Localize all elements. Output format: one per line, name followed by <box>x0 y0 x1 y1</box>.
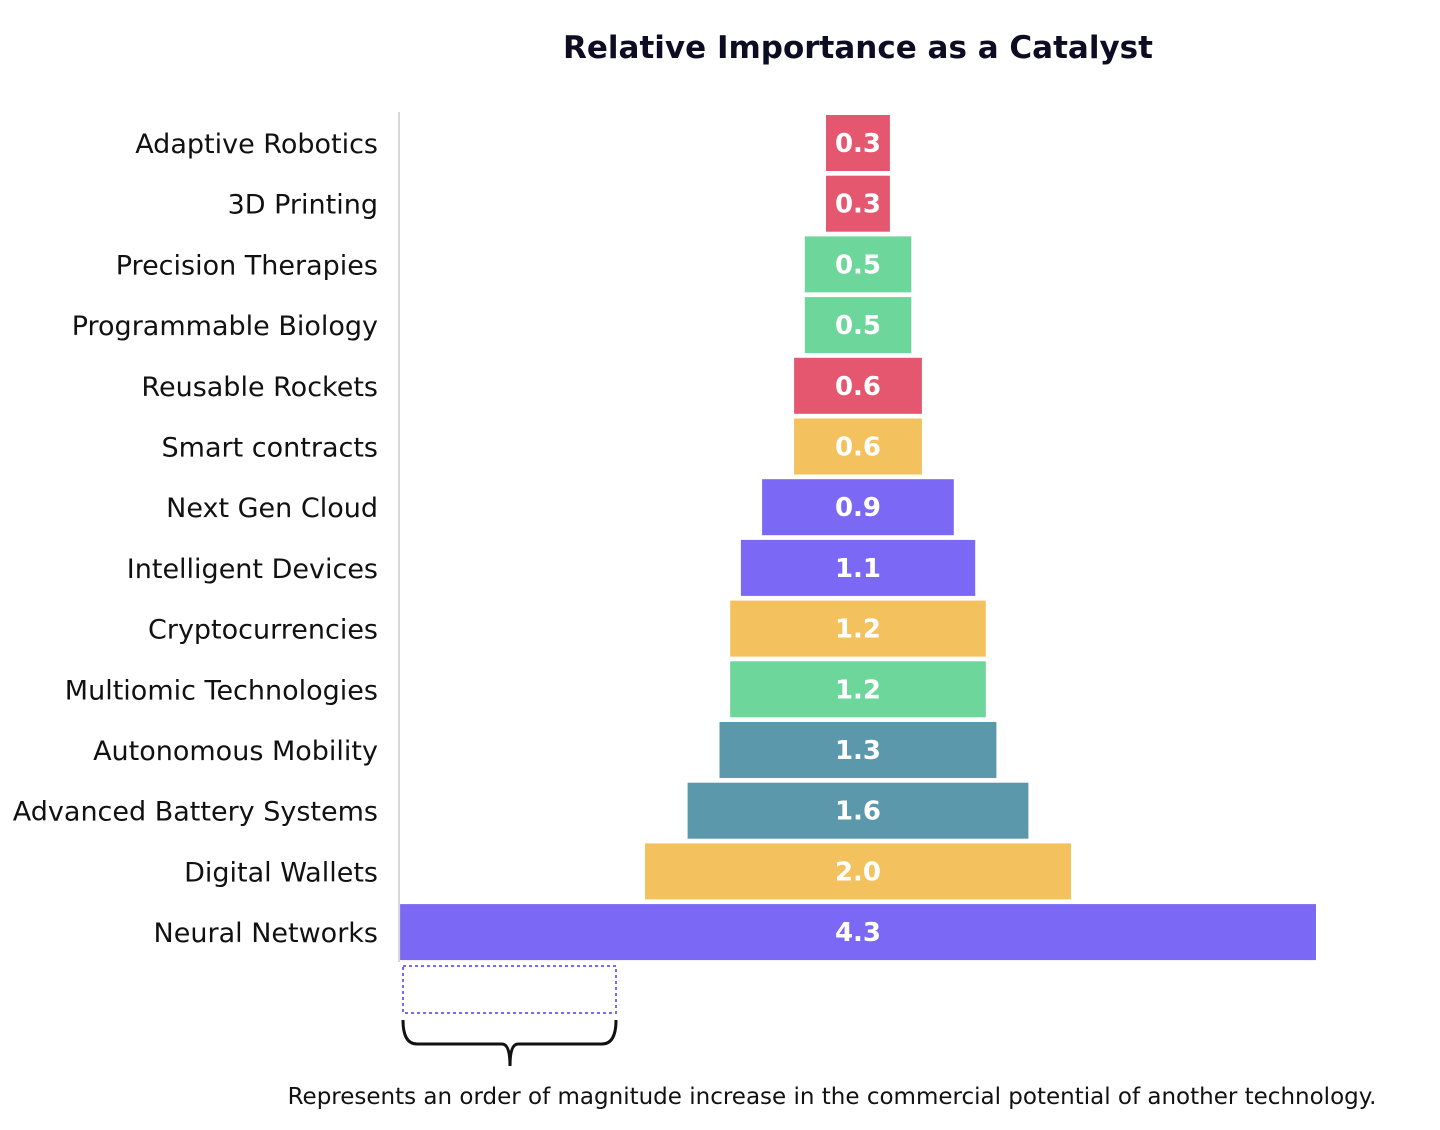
bar <box>730 600 986 657</box>
category-label: Autonomous Mobility <box>93 736 378 767</box>
category-label: Cryptocurrencies <box>148 615 378 646</box>
bar-value-label: 0.9 <box>835 493 881 523</box>
category-label: Precision Therapies <box>116 250 378 281</box>
category-labels-group: Adaptive Robotics 3D Printing Precision Th… <box>13 129 378 949</box>
bar <box>400 904 1317 961</box>
bar <box>794 418 922 475</box>
bar <box>794 357 922 414</box>
bar-value-label: 1.2 <box>835 675 881 705</box>
category-label: Adaptive Robotics <box>135 129 378 160</box>
bar <box>762 479 954 536</box>
bar-value-label: 1.2 <box>835 615 881 645</box>
bar-value-label: 1.3 <box>835 736 881 766</box>
scale-marker-brace <box>401 1019 618 1067</box>
bar <box>826 175 890 232</box>
bars-group: 0.3 0.3 0.5 0.5 0.6 0.6 0.9 1.1 1.2 1.2 1.3 1.6 2.0 4… <box>400 115 1317 961</box>
chart-title: Relative Importance as a Catalyst <box>563 30 1153 66</box>
category-label: Neural Networks <box>154 918 378 949</box>
bar-value-label: 1.6 <box>835 797 881 827</box>
bar-value-label: 2.0 <box>835 857 881 887</box>
bar <box>645 843 1071 900</box>
category-label: Advanced Battery Systems <box>13 797 378 828</box>
bar-value-label: 0.5 <box>835 311 881 341</box>
category-label: Next Gen Cloud <box>166 493 378 524</box>
bar-value-label: 0.6 <box>835 433 881 463</box>
bar <box>719 722 997 778</box>
category-label: Smart contracts <box>162 433 378 464</box>
scale-marker-box <box>402 965 617 1014</box>
bar <box>740 539 976 596</box>
bar-value-label: 0.6 <box>835 372 881 402</box>
category-label: Intelligent Devices <box>127 554 378 585</box>
category-label: Digital Wallets <box>184 857 378 888</box>
scale-marker-note: Represents an order of magnitude increas… <box>288 1084 1377 1110</box>
category-label: Programmable Biology <box>72 311 378 342</box>
category-label: 3D Printing <box>228 190 378 221</box>
bar <box>804 236 912 293</box>
bar-value-label: 0.3 <box>835 190 881 220</box>
category-label: Multiomic Technologies <box>65 675 378 706</box>
category-label: Reusable Rockets <box>141 372 378 403</box>
bar-value-label: 0.3 <box>835 129 881 159</box>
bar-value-label: 1.1 <box>835 554 881 584</box>
bar <box>804 297 912 354</box>
bar-value-label: 4.3 <box>835 918 881 948</box>
bar <box>687 782 1029 839</box>
bar <box>730 661 986 718</box>
bar-value-label: 0.5 <box>835 250 881 280</box>
bar <box>826 115 890 171</box>
